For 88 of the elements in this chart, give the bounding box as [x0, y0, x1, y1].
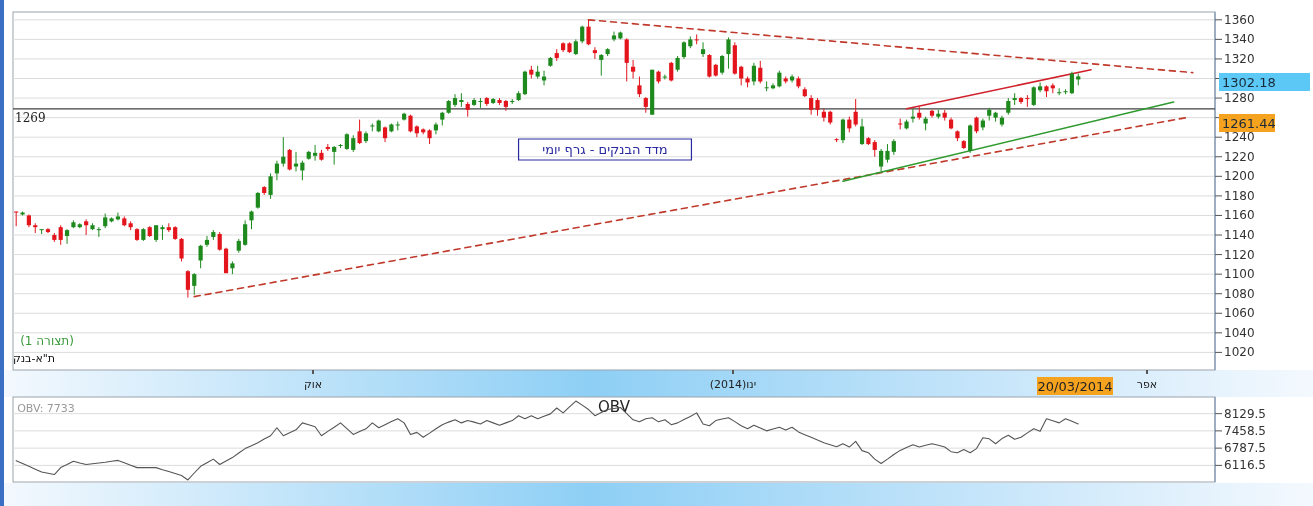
y-tick-label: 1080 — [1224, 286, 1255, 301]
y-tick-label: 1220 — [1224, 149, 1255, 164]
candlestick — [58, 224, 63, 246]
candlestick — [694, 34, 699, 45]
candlestick — [357, 119, 362, 145]
candlestick — [637, 76, 642, 98]
candlestick — [268, 172, 273, 200]
y-tick-label: 1060 — [1224, 306, 1255, 321]
candlestick — [707, 53, 712, 79]
chart-title: OBV — [598, 398, 631, 416]
candlestick — [332, 145, 337, 166]
candlestick — [662, 74, 667, 80]
y-tick-label: 1200 — [1224, 169, 1255, 184]
candlestick — [249, 210, 254, 230]
y-tick-label: 1280 — [1224, 91, 1255, 106]
candlestick — [96, 226, 101, 238]
y-tick-label: 1180 — [1224, 188, 1255, 203]
candlestick — [624, 37, 629, 82]
candlestick — [204, 235, 210, 248]
candlestick — [1031, 85, 1036, 107]
y-tick-label: 1120 — [1224, 247, 1255, 262]
candlestick — [853, 98, 858, 127]
y-tick-label: 1040 — [1224, 325, 1255, 340]
candlestick — [287, 148, 292, 171]
candlestick — [879, 148, 884, 172]
candlestick — [821, 108, 826, 123]
text: 20/03/2014 — [1037, 379, 1113, 394]
y-tick-label: 7458.5 — [1224, 423, 1266, 438]
candlestick — [185, 269, 190, 299]
candlestick — [720, 54, 725, 76]
candlestick — [910, 108, 916, 124]
annotation: מדד הבנקים - גרף יומי — [542, 142, 668, 157]
y-tick-label: 1340 — [1224, 32, 1255, 47]
text: אוק — [303, 378, 323, 391]
y-tick-label: 6116.5 — [1224, 458, 1266, 473]
candlestick — [84, 218, 89, 236]
candlestick — [312, 144, 318, 162]
y-tick-label: 1240 — [1224, 130, 1255, 145]
candlestick — [630, 59, 636, 80]
y-tick-label: 1100 — [1224, 267, 1255, 282]
candlestick — [669, 61, 674, 82]
candlestick — [592, 46, 598, 60]
y-tick-label: 1320 — [1224, 51, 1255, 66]
candlestick — [751, 62, 757, 86]
text: 1261.44 — [1222, 116, 1276, 131]
text: אפר — [1136, 378, 1158, 391]
candlestick — [198, 244, 203, 269]
candlestick — [758, 60, 763, 84]
candlestick — [452, 93, 458, 108]
candlestick — [281, 136, 286, 168]
candlestick — [840, 118, 846, 144]
candlestick — [179, 237, 184, 262]
candlestick — [1069, 71, 1075, 95]
candlestick — [64, 228, 70, 245]
candlestick — [1038, 81, 1043, 93]
annotation: ת"א-בנק — [12, 352, 56, 365]
candlestick — [700, 41, 706, 58]
candlestick — [726, 36, 731, 70]
text: 1302.18 — [1222, 75, 1276, 90]
line-series — [15, 400, 1079, 481]
candlestick — [859, 118, 865, 146]
candlestick — [115, 212, 121, 221]
candlestick — [243, 219, 248, 247]
y-tick-label: 8129.5 — [1224, 406, 1266, 421]
candlestick — [885, 143, 890, 164]
y-tick-label: 1160 — [1224, 208, 1255, 223]
candlestick — [586, 19, 591, 46]
annotation: (תצורה 1) — [20, 334, 74, 348]
y-tick-label: 6787.5 — [1224, 441, 1266, 456]
candlestick — [764, 80, 769, 92]
candlestick — [1025, 94, 1030, 108]
candlestick — [809, 94, 814, 116]
y-tick-label: 1020 — [1224, 345, 1255, 360]
annotation: OBV: 7733 — [17, 402, 75, 415]
candlestick — [611, 31, 617, 42]
candlestick — [503, 99, 508, 112]
ref-line-label: 1269 — [15, 110, 46, 125]
candlestick — [478, 97, 483, 109]
candlestick — [770, 82, 776, 90]
text: ינו(2014) — [709, 378, 757, 391]
candlestick — [522, 70, 528, 96]
y-tick-label: 1360 — [1224, 12, 1255, 27]
candlestick — [192, 272, 197, 296]
candlestick — [739, 65, 744, 86]
candlestick — [217, 231, 222, 252]
candlestick — [293, 151, 299, 172]
y-tick-label: 1140 — [1224, 228, 1255, 243]
candlestick — [599, 53, 604, 77]
